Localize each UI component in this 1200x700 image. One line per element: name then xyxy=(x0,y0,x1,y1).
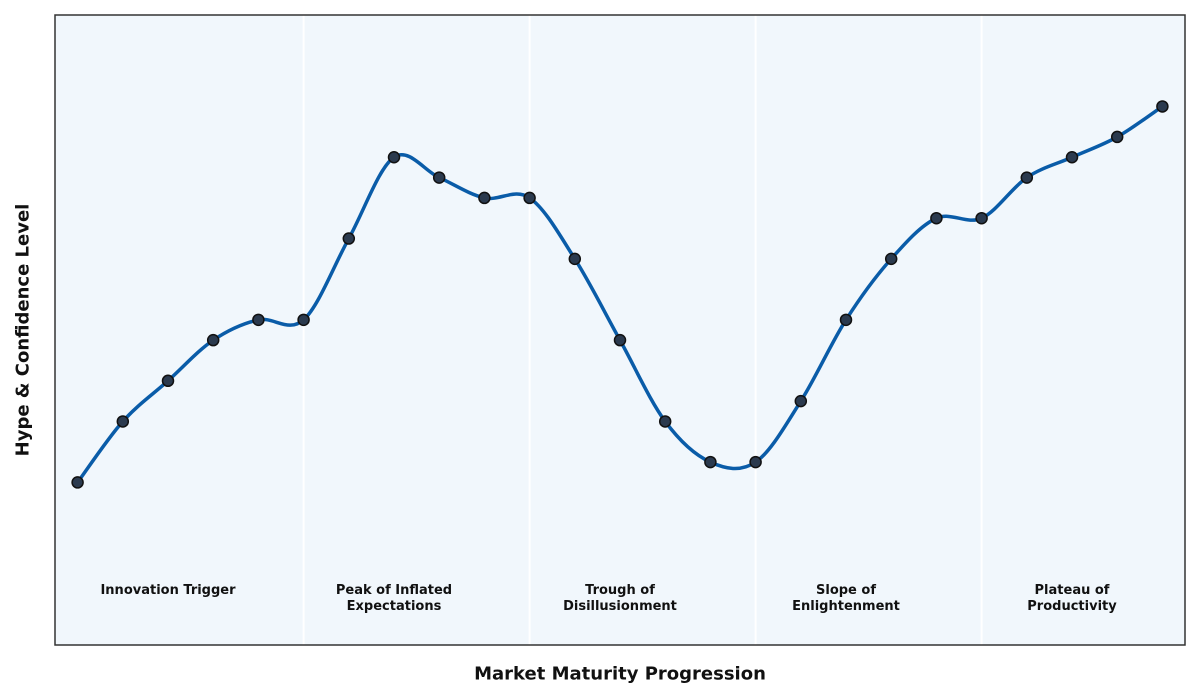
data-point-11 xyxy=(568,252,582,266)
data-point-1 xyxy=(116,415,130,428)
data-point-21 xyxy=(1020,171,1034,184)
data-point-0 xyxy=(71,476,84,489)
data-point-18 xyxy=(884,252,898,266)
data-point-13 xyxy=(658,415,672,428)
data-point-24 xyxy=(1156,100,1169,113)
data-point-8 xyxy=(432,171,446,184)
data-point-20 xyxy=(975,211,988,225)
data-point-22 xyxy=(1065,151,1079,164)
phase-label-5: Plateau of Productivity xyxy=(1027,583,1117,614)
plot-frame xyxy=(54,14,1186,646)
data-point-12 xyxy=(613,333,627,347)
data-point-5 xyxy=(297,313,310,327)
data-point-14 xyxy=(704,455,717,469)
data-point-7 xyxy=(387,151,401,164)
data-point-23 xyxy=(1110,130,1124,144)
phase-label-3: Trough of Disillusionment xyxy=(563,583,677,614)
phase-label-4: Slope of Enlightenment xyxy=(792,583,900,614)
data-point-17 xyxy=(839,313,853,327)
data-point-4 xyxy=(252,313,265,327)
plot-area xyxy=(55,15,1185,645)
data-point-19 xyxy=(930,211,943,225)
data-point-3 xyxy=(206,333,220,347)
y-axis-label: Hype & Confidence Level xyxy=(12,203,34,457)
phase-label-2: Peak of Inflated Expectations xyxy=(335,583,453,614)
data-point-2 xyxy=(161,374,175,388)
data-point-15 xyxy=(749,455,762,469)
phase-label-1: Innovation Trigger xyxy=(100,583,236,598)
data-point-6 xyxy=(342,232,356,245)
data-point-10 xyxy=(523,191,536,205)
x-axis-label: Market Maturity Progression xyxy=(474,663,766,685)
data-point-9 xyxy=(478,191,491,205)
data-point-16 xyxy=(794,394,808,408)
